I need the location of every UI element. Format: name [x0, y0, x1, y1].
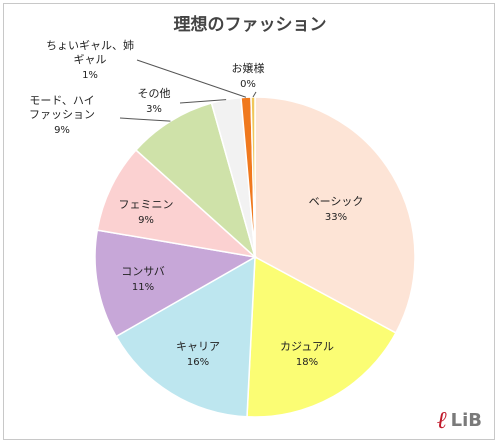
- slice-label: ファッション: [29, 108, 95, 121]
- pie-slice: [115, 255, 256, 418]
- leader-line: [179, 99, 227, 104]
- pie-slice: [246, 255, 397, 418]
- chart-title: 理想のファッション: [173, 15, 327, 35]
- slice-percent: 33%: [325, 212, 347, 223]
- slice-percent: 16%: [187, 357, 209, 368]
- pie-slice: [96, 148, 258, 259]
- pie-slice: [250, 96, 256, 258]
- slice-percent: 0%: [240, 79, 256, 90]
- pie-slice: [94, 229, 258, 338]
- leader-line: [136, 59, 247, 98]
- leader-line: [252, 91, 257, 98]
- slice-label: キャリア: [176, 340, 220, 353]
- slice-label: ちょいギャル、姉: [46, 38, 134, 52]
- slice-label: モード、ハイ: [29, 94, 94, 107]
- lib-logo-text: LiB: [450, 410, 482, 431]
- slice-percent: 9%: [138, 215, 154, 226]
- lib-logo-mark: ℓ: [436, 406, 447, 434]
- leader-line: [119, 117, 171, 122]
- slice-percent: 9%: [54, 125, 70, 136]
- slice-percent: 3%: [146, 104, 162, 115]
- slice-percent: 11%: [132, 282, 154, 293]
- slice-percent: 1%: [82, 70, 98, 81]
- pie-slice: [134, 102, 257, 260]
- slice-label: フェミニン: [119, 198, 174, 211]
- slice-label: カジュアル: [280, 340, 334, 353]
- slice-label: コンサバ: [121, 265, 165, 278]
- lib-logo: ℓ LiB: [437, 406, 482, 435]
- slice-label: お嬢様: [232, 61, 265, 75]
- slice-label: ギャル: [74, 53, 107, 66]
- slice-label: その他: [138, 87, 171, 100]
- pie-slice: [254, 96, 416, 334]
- slice-label: ベーシック: [309, 195, 364, 208]
- slice-percent: 18%: [296, 357, 318, 368]
